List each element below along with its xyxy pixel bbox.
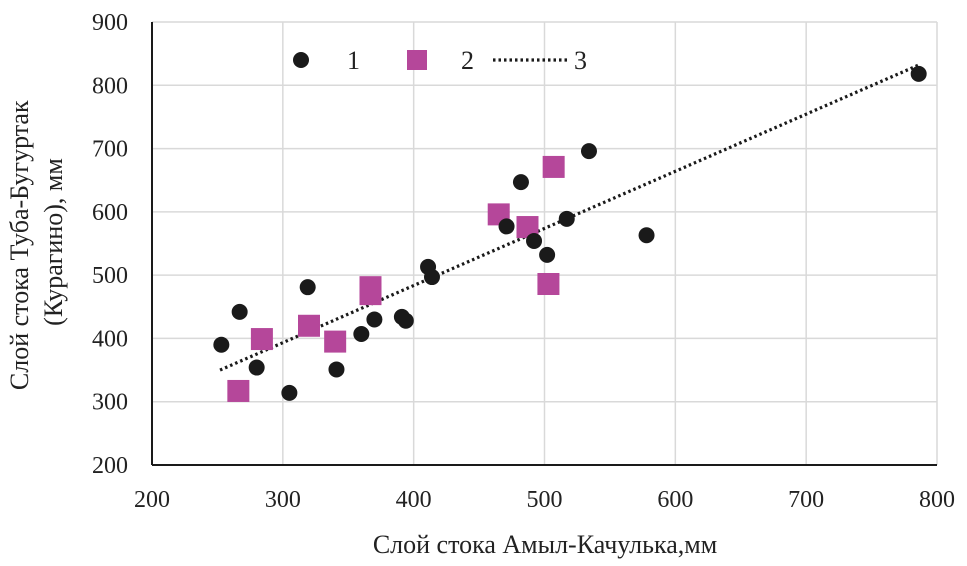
y-axis-title: Слой стока Туба-Бугуртак (Курагино), мм: [5, 94, 68, 390]
x-tick-label-400: 400: [396, 487, 432, 513]
circle-point-14: [526, 232, 543, 249]
x-tick-label-500: 500: [527, 487, 563, 513]
x-axis-title: Слой стока Амыл-Качулька,мм: [373, 530, 717, 559]
axes: [151, 22, 937, 466]
x-tick-labels: 200 300 400 500 600 700 800: [134, 487, 955, 513]
circle-point-17: [580, 143, 597, 160]
y-tick-label-300: 300: [92, 390, 128, 416]
x-tick-label-700: 700: [788, 487, 824, 513]
x-tick-label-300: 300: [265, 487, 301, 513]
circle-point-18: [638, 227, 655, 244]
y-tick-label-400: 400: [92, 326, 128, 352]
x-tick-label-600: 600: [657, 487, 693, 513]
circle-point-19: [910, 65, 927, 82]
legend-marker-series-2: [407, 50, 427, 70]
y-tick-labels: 200 300 400 500 600 700 800 900: [92, 10, 128, 479]
square-point-8: [537, 273, 560, 296]
circle-point-1: [231, 303, 248, 320]
circle-point-2: [248, 359, 265, 376]
y-tick-label-900: 900: [92, 10, 128, 36]
legend-marker-series-1: [293, 52, 309, 68]
data-points: [213, 65, 927, 402]
circle-point-4: [299, 279, 316, 296]
y-axis-title-line-2: (Курагино), мм: [39, 158, 68, 326]
legend-label-series-3: 3: [574, 46, 587, 75]
circle-point-0: [213, 336, 230, 353]
y-axis-title-line-1: Слой стока Туба-Бугуртак: [5, 100, 34, 390]
x-tick-label-200: 200: [134, 487, 170, 513]
square-point-1: [250, 328, 273, 351]
square-point-3: [324, 330, 347, 353]
square-point-9: [542, 155, 565, 178]
circle-point-7: [366, 311, 383, 328]
y-tick-label-200: 200: [92, 453, 128, 479]
circle-point-6: [353, 325, 370, 342]
square-point-2: [298, 314, 320, 337]
y-tick-label-500: 500: [92, 263, 128, 289]
circle-point-13: [512, 174, 529, 191]
circle-point-12: [498, 218, 515, 235]
legend: 1 2 3: [293, 46, 587, 75]
circle-point-9: [397, 312, 414, 329]
x-tick-label-800: 800: [919, 487, 955, 513]
y-tick-label-700: 700: [92, 137, 128, 163]
circle-point-15: [539, 246, 556, 263]
circle-point-5: [328, 361, 345, 378]
gridlines: [152, 21, 938, 465]
y-tick-label-600: 600: [92, 200, 128, 226]
legend-label-series-1: 1: [347, 46, 360, 75]
legend-label-series-2: 2: [461, 46, 474, 75]
square-point-5: [359, 276, 382, 299]
circle-point-3: [281, 384, 298, 401]
square-point-0: [227, 379, 250, 402]
circle-point-16: [558, 210, 575, 227]
square-point-7: [516, 216, 539, 239]
circle-point-11: [423, 269, 440, 286]
y-tick-label-800: 800: [92, 73, 128, 99]
